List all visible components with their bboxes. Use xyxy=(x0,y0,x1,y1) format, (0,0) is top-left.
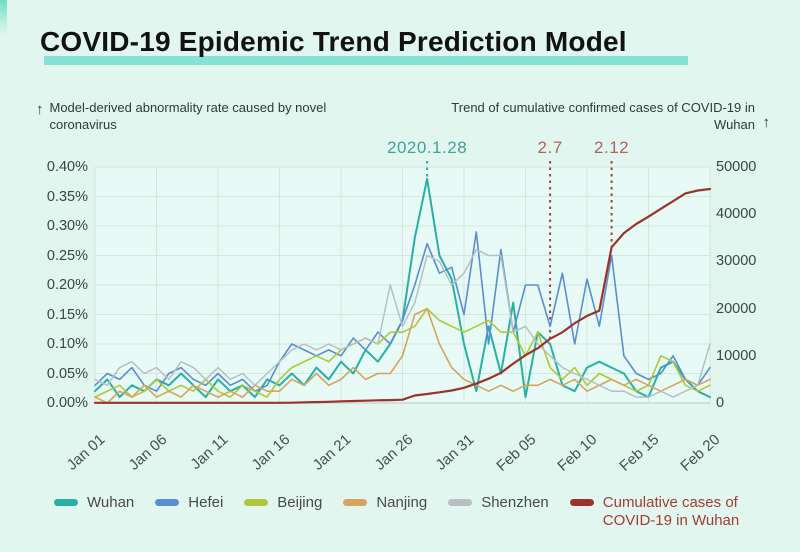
legend-item-nanjing: Nanjing xyxy=(343,494,427,512)
legend-item-wuhan: Wuhan xyxy=(54,494,134,512)
annotation-2-12: 2.12 xyxy=(594,138,630,157)
y-right-tick-label: 40000 xyxy=(716,206,757,223)
legend-item-shenzhen: Shenzhen xyxy=(448,494,549,512)
y-left-tick-label: 0.00% xyxy=(46,395,88,411)
legend-label: Shenzhen xyxy=(481,494,549,511)
y-right-tick-label: 20000 xyxy=(716,300,757,317)
legend-swatch-icon xyxy=(448,499,473,506)
annotation-2020-1-28: 2020.1.28 xyxy=(387,138,468,157)
legend-item-cumulative-cases-of-covid-19: Cumulative cases of COVID-19 in Wuhan xyxy=(569,494,773,531)
y-left-tick-label: 0.30% xyxy=(46,218,88,234)
legend-item-beijing: Beijing xyxy=(244,494,322,512)
page-title: COVID-19 Epidemic Trend Prediction Model xyxy=(40,26,627,57)
up-arrow-icon: ↑ xyxy=(762,114,771,132)
right-axis-annotation-text: Trend of cumulative confirmed cases of C… xyxy=(451,100,755,132)
y-left-tick-label: 0.20% xyxy=(46,277,88,293)
legend-label: Hefei xyxy=(188,494,224,511)
legend-label: Nanjing xyxy=(376,494,428,511)
legend-label: Beijing xyxy=(277,494,323,511)
legend-label: Cumulative cases of COVID-19 in Wuhan xyxy=(602,494,740,530)
y-left-tick-label: 0.35% xyxy=(46,188,88,205)
legend-item-hefei: Hefei xyxy=(155,494,223,512)
title-underline xyxy=(44,56,688,65)
y-left-tick-label: 0.25% xyxy=(46,247,88,264)
legend-swatch-icon xyxy=(54,499,78,506)
y-left-tick-label: 0.05% xyxy=(46,365,88,382)
legend-label: Wuhan xyxy=(87,494,135,511)
legend-swatch-icon xyxy=(244,499,269,506)
legend-swatch-icon xyxy=(155,499,180,506)
right-axis-annotation: Trend of cumulative confirmed cases of C… xyxy=(425,100,770,134)
chart-legend: Wuhan Hefei Beijing Nanjing Shenzhen Cumulati… xyxy=(54,494,794,531)
y-left-tick-label: 0.15% xyxy=(46,306,88,323)
legend-swatch-icon xyxy=(569,499,594,506)
legend-swatch-icon xyxy=(343,499,368,506)
y-right-tick-label: 30000 xyxy=(716,253,757,270)
y-left-tick-label: 0.40% xyxy=(46,159,88,175)
up-arrow-icon: ↑ xyxy=(36,101,44,118)
left-axis-annotation-text: Model-derived abnormality rate caused by… xyxy=(49,100,327,132)
left-axis-annotation: ↑ Model-derived abnormality rate caused … xyxy=(36,100,386,134)
corner-decoration xyxy=(0,0,7,36)
y-right-tick-label: 10000 xyxy=(716,347,757,364)
y-left-tick-label: 0.10% xyxy=(46,336,88,352)
annotation-2-7: 2.7 xyxy=(537,138,563,157)
y-right-tick-label: 50000 xyxy=(716,159,757,175)
y-right-tick-label: 0 xyxy=(716,395,725,411)
